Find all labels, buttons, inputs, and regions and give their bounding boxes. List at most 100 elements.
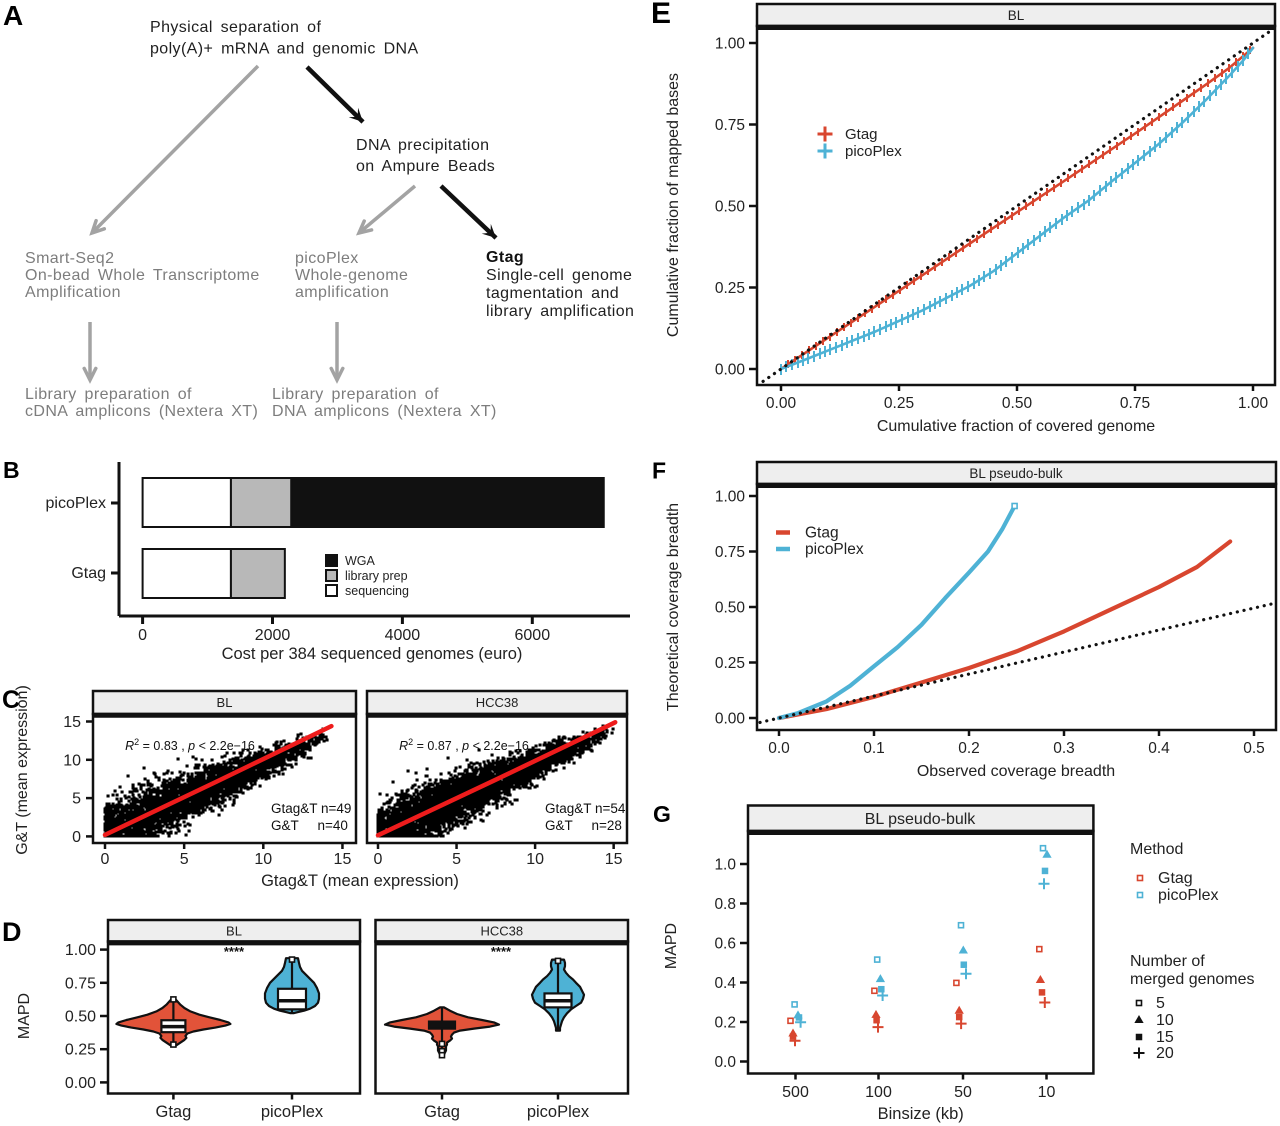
- svg-text:A: A: [3, 0, 23, 31]
- svg-text:15: 15: [1156, 1029, 1174, 1046]
- svg-text:1.00: 1.00: [715, 489, 746, 506]
- svg-text:0.50: 0.50: [715, 600, 746, 617]
- svg-text:on Ampure Beads: on Ampure Beads: [356, 158, 495, 175]
- svg-text:10: 10: [1156, 1012, 1174, 1029]
- svg-text:MAPD: MAPD: [16, 993, 33, 1039]
- svg-text:picoPlex: picoPlex: [845, 143, 902, 160]
- svg-text:Library preparation of: Library preparation of: [25, 386, 192, 403]
- svg-text:picoPlex: picoPlex: [261, 1103, 324, 1121]
- svg-text:cDNA amplicons (Nextera XT): cDNA amplicons (Nextera XT): [25, 403, 258, 420]
- svg-text:5: 5: [1156, 995, 1165, 1012]
- svg-text:10: 10: [1038, 1084, 1056, 1101]
- svg-text:****: ****: [491, 944, 512, 959]
- svg-text:1.00: 1.00: [65, 942, 96, 959]
- svg-text:library amplification: library amplification: [486, 303, 634, 320]
- svg-text:5: 5: [452, 851, 461, 868]
- svg-text:Whole-genome: Whole-genome: [295, 267, 408, 284]
- svg-text:On-bead Whole Transcriptome: On-bead Whole Transcriptome: [25, 267, 260, 284]
- svg-text:0.5: 0.5: [1243, 740, 1265, 757]
- svg-text:library prep: library prep: [345, 569, 408, 583]
- svg-text:0.25: 0.25: [884, 395, 914, 412]
- svg-text:0.00: 0.00: [715, 711, 746, 728]
- svg-text:1.00: 1.00: [1238, 395, 1269, 412]
- svg-text:Gtag&T (mean expression): Gtag&T (mean expression): [261, 872, 459, 890]
- svg-text:picoPlex: picoPlex: [527, 1103, 590, 1121]
- svg-text:1.00: 1.00: [715, 36, 746, 53]
- svg-text:G: G: [653, 801, 671, 827]
- svg-text:****: ****: [224, 944, 245, 959]
- svg-text:0.2: 0.2: [958, 740, 980, 757]
- svg-text:500: 500: [782, 1084, 809, 1101]
- svg-text:R2 = 0.87 , p < 2.2e−16: R2 = 0.87 , p < 2.2e−16: [399, 737, 529, 753]
- svg-text:MAPD: MAPD: [663, 923, 680, 969]
- svg-text:4000: 4000: [385, 627, 421, 644]
- svg-text:Method: Method: [1130, 841, 1183, 858]
- svg-text:picoPlex: picoPlex: [295, 250, 359, 267]
- svg-text:0.25: 0.25: [715, 655, 745, 672]
- svg-text:0: 0: [138, 627, 147, 644]
- svg-text:Gtag: Gtag: [71, 565, 106, 582]
- svg-text:picoPlex: picoPlex: [805, 541, 864, 558]
- svg-text:0.3: 0.3: [1053, 740, 1075, 757]
- svg-text:Number of: Number of: [1130, 953, 1205, 970]
- svg-text:0: 0: [72, 829, 81, 846]
- svg-text:50: 50: [954, 1084, 972, 1101]
- svg-text:15: 15: [334, 851, 352, 868]
- svg-text:BL: BL: [226, 924, 242, 939]
- svg-text:Single-cell genome: Single-cell genome: [486, 267, 632, 284]
- svg-text:R2 = 0.83 , p < 2.2e−16: R2 = 0.83 , p < 2.2e−16: [125, 737, 255, 753]
- svg-text:Cumulative fraction of mapped: Cumulative fraction of mapped bases: [665, 73, 682, 337]
- svg-text:DNA precipitation: DNA precipitation: [356, 137, 489, 154]
- svg-text:BL pseudo-bulk: BL pseudo-bulk: [969, 466, 1063, 481]
- svg-text:F: F: [652, 458, 666, 484]
- svg-text:0.75: 0.75: [715, 117, 745, 134]
- svg-text:WGA: WGA: [345, 554, 376, 568]
- svg-text:Gtag: Gtag: [156, 1103, 192, 1121]
- svg-text:10: 10: [526, 851, 544, 868]
- svg-text:0.50: 0.50: [65, 1009, 96, 1026]
- svg-text:picoPlex: picoPlex: [46, 495, 106, 512]
- svg-text:0: 0: [374, 851, 383, 868]
- svg-text:0.50: 0.50: [715, 199, 746, 216]
- svg-text:DNA amplicons (Nextera XT): DNA amplicons (Nextera XT): [272, 403, 497, 420]
- svg-text:G&T n=40: G&T n=40: [271, 818, 348, 833]
- svg-text:amplification: amplification: [295, 284, 389, 301]
- svg-text:10: 10: [254, 851, 272, 868]
- svg-text:0.75: 0.75: [65, 975, 96, 992]
- svg-text:Observed coverage breadth: Observed coverage breadth: [917, 763, 1115, 780]
- svg-text:poly(A)+ mRNA and genomic DNA: poly(A)+ mRNA and genomic DNA: [150, 41, 419, 58]
- svg-text:0.00: 0.00: [715, 362, 746, 379]
- svg-text:0: 0: [101, 851, 110, 868]
- svg-text:C: C: [2, 686, 20, 714]
- svg-text:0.4: 0.4: [714, 975, 736, 992]
- svg-text:Theoretical coverage breadth: Theoretical coverage breadth: [665, 503, 682, 711]
- svg-text:tagmentation and: tagmentation and: [486, 285, 619, 302]
- svg-text:BL: BL: [217, 695, 233, 710]
- svg-text:0.75: 0.75: [1120, 395, 1150, 412]
- svg-text:Cost per 384 sequenced genomes: Cost per 384 sequenced genomes (euro): [222, 645, 523, 663]
- svg-text:HCC38: HCC38: [480, 924, 523, 939]
- svg-text:15: 15: [605, 851, 623, 868]
- svg-text:0.0: 0.0: [768, 740, 790, 757]
- svg-text:0.25: 0.25: [715, 280, 745, 297]
- svg-text:Gtag&T n=54: Gtag&T n=54: [545, 801, 626, 816]
- svg-text:0.1: 0.1: [863, 740, 885, 757]
- svg-text:merged genomes: merged genomes: [1130, 971, 1255, 988]
- svg-text:sequencing: sequencing: [345, 584, 409, 598]
- svg-text:Gtag: Gtag: [424, 1103, 460, 1121]
- svg-text:Binsize (kb): Binsize (kb): [878, 1105, 964, 1123]
- svg-text:BL: BL: [1008, 8, 1025, 23]
- svg-text:Physical separation of: Physical separation of: [150, 19, 321, 36]
- svg-text:Gtag&T n=49: Gtag&T n=49: [271, 801, 351, 816]
- svg-text:Gtag: Gtag: [845, 126, 878, 143]
- svg-text:0.2: 0.2: [714, 1015, 736, 1032]
- svg-text:Library preparation of: Library preparation of: [272, 386, 439, 403]
- svg-text:5: 5: [72, 791, 81, 808]
- svg-text:E: E: [651, 0, 671, 30]
- svg-text:0.0: 0.0: [714, 1054, 736, 1071]
- svg-text:20: 20: [1156, 1045, 1174, 1062]
- svg-text:1.0: 1.0: [714, 857, 736, 874]
- svg-text:6000: 6000: [515, 627, 551, 644]
- svg-text:2000: 2000: [255, 627, 291, 644]
- svg-text:10: 10: [63, 752, 81, 769]
